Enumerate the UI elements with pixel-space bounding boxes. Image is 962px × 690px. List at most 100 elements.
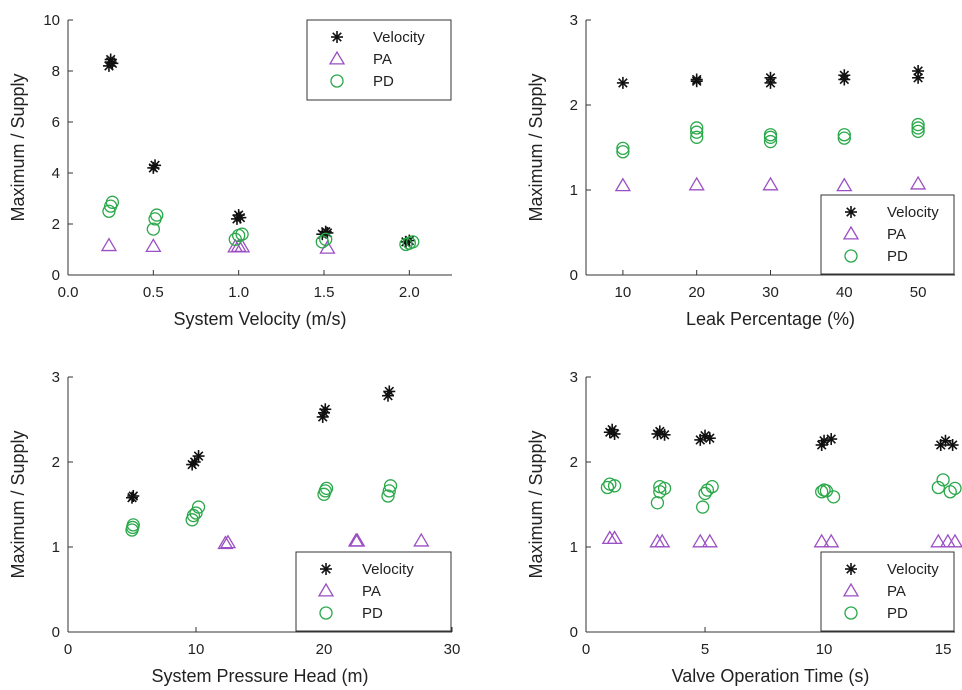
point-velocity — [912, 65, 925, 77]
point-pd — [650, 496, 665, 510]
x-tick-label: 0 — [582, 641, 590, 658]
point-pd — [126, 518, 140, 532]
point-pa — [930, 533, 947, 548]
legend-marker-velocity — [845, 563, 857, 575]
legend-box — [820, 194, 955, 275]
y-tick-label: 2 — [570, 454, 578, 471]
legend-marker-pd — [319, 606, 333, 620]
point-velocity — [764, 71, 777, 84]
y-tick-label: 3 — [570, 369, 578, 386]
y-axis-label: Maximum / Supply — [526, 430, 546, 578]
y-tick-label: 4 — [52, 165, 60, 182]
x-tick-label: 10 — [816, 641, 833, 658]
legend: Velocity PA PD — [295, 551, 452, 632]
point-velocity — [234, 211, 247, 224]
x-tick-label: 15 — [935, 641, 952, 658]
point-pd — [837, 128, 851, 142]
point-pd — [383, 479, 398, 493]
point-pd — [616, 145, 630, 159]
y-tick-label: 1 — [52, 539, 60, 556]
point-pa — [614, 177, 632, 192]
point-pd — [228, 232, 242, 246]
legend: Velocity PA PD — [820, 551, 955, 632]
point-pd — [815, 485, 829, 499]
point-velocity — [188, 456, 201, 468]
point-pd — [186, 508, 201, 523]
point-velocity — [946, 439, 959, 451]
point-pd — [607, 479, 622, 493]
point-pd — [616, 141, 630, 156]
legend-marker-velocity — [320, 563, 332, 575]
y-tick-label: 2 — [570, 97, 578, 114]
x-tick-label: 30 — [444, 641, 461, 658]
point-pa — [349, 532, 366, 547]
point-pd — [700, 483, 715, 497]
point-pd — [319, 481, 334, 496]
legend-label-pd: PD — [373, 73, 394, 90]
legend-marker-pd — [330, 74, 344, 88]
point-pa — [413, 532, 430, 547]
y-tick-label: 8 — [52, 63, 60, 80]
legend-marker-velocity — [331, 31, 343, 43]
x-tick-label: 0 — [64, 641, 72, 658]
point-pd — [382, 484, 396, 498]
point-pd — [911, 121, 925, 135]
point-pa — [217, 535, 234, 550]
y-tick-label: 1 — [570, 539, 578, 556]
point-pa — [692, 533, 709, 548]
scatter-panel-3: 0 10 20 30 0 1 2 3 System Pressure Head (m) Maxim… — [8, 369, 460, 686]
legend-marker-pa — [842, 582, 860, 597]
point-velocity — [319, 403, 332, 416]
point-pd — [381, 489, 395, 503]
legend-label-pa: PA — [373, 51, 392, 68]
x-tick-label: 10 — [615, 284, 632, 301]
point-pd — [690, 125, 704, 139]
point-pd — [763, 134, 778, 149]
legend: Velocity PA PD — [306, 19, 452, 101]
point-velocity — [616, 76, 629, 89]
x-tick-label: 10 — [188, 641, 205, 658]
legend-marker-velocity — [845, 206, 857, 218]
point-velocity — [838, 69, 851, 82]
x-tick-label: 1.0 — [228, 284, 249, 301]
legend-label-velocity: Velocity — [887, 561, 939, 578]
point-pd — [931, 480, 945, 495]
legend-marker-pa — [842, 225, 860, 240]
legend-label-velocity: Velocity — [373, 29, 425, 46]
legend-marker-pd — [844, 606, 858, 620]
point-pa — [606, 530, 623, 545]
point-pa — [654, 533, 671, 548]
x-axis-label: Leak Percentage (%) — [686, 309, 855, 329]
x-tick-label: 2.0 — [399, 284, 420, 301]
point-pa — [145, 238, 162, 252]
legend-label-pa: PA — [887, 583, 906, 600]
y-tick-label: 2 — [52, 454, 60, 471]
legend-box — [306, 19, 452, 101]
point-pd — [105, 195, 120, 209]
legend-label-velocity: Velocity — [887, 204, 939, 221]
point-velocity — [127, 490, 140, 502]
x-axis-label: Valve Operation Time (s) — [672, 666, 870, 686]
point-pa — [836, 177, 853, 192]
legend-box — [820, 551, 955, 632]
point-pd — [235, 227, 249, 241]
point-velocity — [690, 73, 703, 86]
point-velocity — [658, 428, 671, 441]
point-pa — [823, 533, 840, 548]
point-velocity — [818, 434, 831, 447]
point-pa — [649, 533, 666, 548]
x-tick-label: 50 — [910, 284, 927, 301]
x-tick-label: 0.0 — [58, 284, 79, 301]
point-pa — [100, 237, 118, 252]
y-tick-label: 0 — [570, 624, 578, 641]
point-pd — [698, 486, 712, 501]
point-pd — [936, 473, 950, 487]
x-axis-label: System Velocity (m/s) — [173, 309, 346, 329]
legend-label-velocity: Velocity — [362, 561, 414, 578]
point-pd — [690, 130, 704, 144]
x-tick-label: 20 — [688, 284, 705, 301]
point-pa — [219, 534, 237, 549]
point-pd — [911, 124, 925, 139]
scatter-panel-4: 0 5 10 15 0 1 2 3 Valve Operation Time (s) Maximu… — [526, 369, 962, 686]
